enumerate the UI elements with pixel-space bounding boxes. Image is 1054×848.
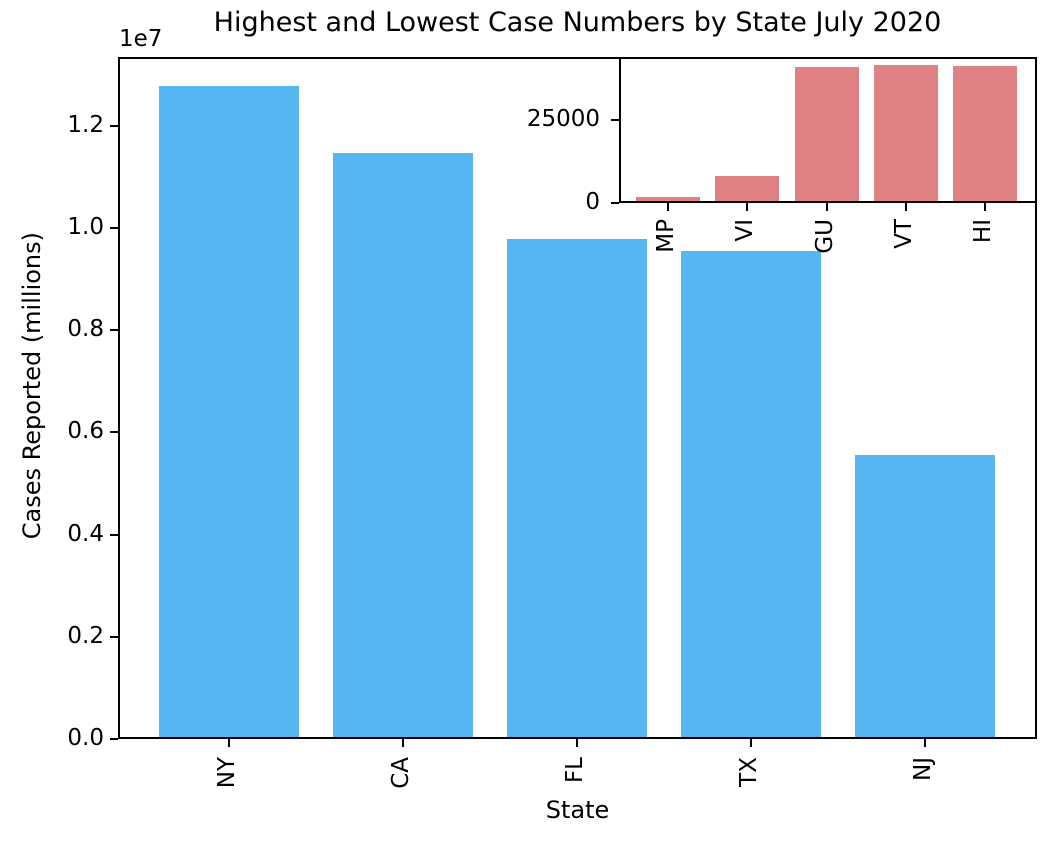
y-tick-0 bbox=[611, 202, 619, 204]
y-tick-0.2 bbox=[110, 636, 118, 638]
x-axis-label: State bbox=[545, 796, 610, 824]
x-tick-label-nj: NJ bbox=[910, 757, 936, 781]
bar-ca bbox=[333, 153, 473, 739]
y-tick-0.8 bbox=[110, 329, 118, 331]
bar-nj bbox=[855, 455, 995, 739]
x-tick-label-gu: GU bbox=[812, 219, 838, 254]
y-tick-0.0 bbox=[110, 738, 118, 740]
y-tick-1.0 bbox=[110, 227, 118, 229]
x-tick-label-hi: HI bbox=[970, 219, 996, 244]
x-tick-ca bbox=[402, 739, 404, 747]
y-tick-label-0: 0 bbox=[585, 189, 600, 215]
y-tick-0.4 bbox=[110, 534, 118, 536]
y-tick-label-25000: 25000 bbox=[526, 106, 600, 132]
bar-vt bbox=[874, 65, 938, 203]
x-tick-vt bbox=[905, 203, 907, 211]
bar-vi bbox=[715, 176, 779, 203]
x-tick-label-ca: CA bbox=[388, 757, 414, 789]
x-tick-gu bbox=[826, 203, 828, 211]
x-tick-ny bbox=[228, 739, 230, 747]
x-tick-label-ny: NY bbox=[214, 757, 240, 789]
y-tick-label-0.6: 0.6 bbox=[67, 418, 104, 444]
y-tick-label-0.2: 0.2 bbox=[67, 623, 104, 649]
y-tick-label-0.8: 0.8 bbox=[67, 316, 104, 342]
x-tick-vi bbox=[746, 203, 748, 211]
y-tick-label-1.2: 1.2 bbox=[67, 112, 104, 138]
y-tick-25000 bbox=[611, 119, 619, 121]
bar-fl bbox=[507, 239, 647, 739]
x-tick-label-vi: VI bbox=[732, 219, 758, 242]
bar-tx bbox=[681, 251, 821, 739]
chart-title: Highest and Lowest Case Numbers by State… bbox=[213, 7, 942, 38]
y-tick-1.2 bbox=[110, 125, 118, 127]
y-axis-offset-label: 1e7 bbox=[119, 26, 163, 52]
x-tick-label-vt: VT bbox=[891, 219, 917, 249]
bar-hi bbox=[953, 66, 1017, 203]
x-tick-label-mp: MP bbox=[653, 219, 679, 253]
x-tick-hi bbox=[984, 203, 986, 211]
x-tick-tx bbox=[750, 739, 752, 747]
bar-ny bbox=[159, 86, 299, 739]
bar-mp bbox=[636, 197, 700, 203]
x-tick-label-tx: TX bbox=[736, 757, 762, 787]
x-tick-nj bbox=[924, 739, 926, 747]
x-tick-mp bbox=[667, 203, 669, 211]
y-tick-0.6 bbox=[110, 431, 118, 433]
y-tick-label-1.0: 1.0 bbox=[67, 214, 104, 240]
x-tick-label-fl: FL bbox=[562, 757, 588, 784]
y-tick-label-0.0: 0.0 bbox=[67, 725, 104, 751]
x-tick-fl bbox=[576, 739, 578, 747]
bar-gu bbox=[795, 67, 859, 203]
y-axis-label: Cases Reported (millions) bbox=[18, 232, 46, 540]
y-tick-label-0.4: 0.4 bbox=[67, 521, 104, 547]
